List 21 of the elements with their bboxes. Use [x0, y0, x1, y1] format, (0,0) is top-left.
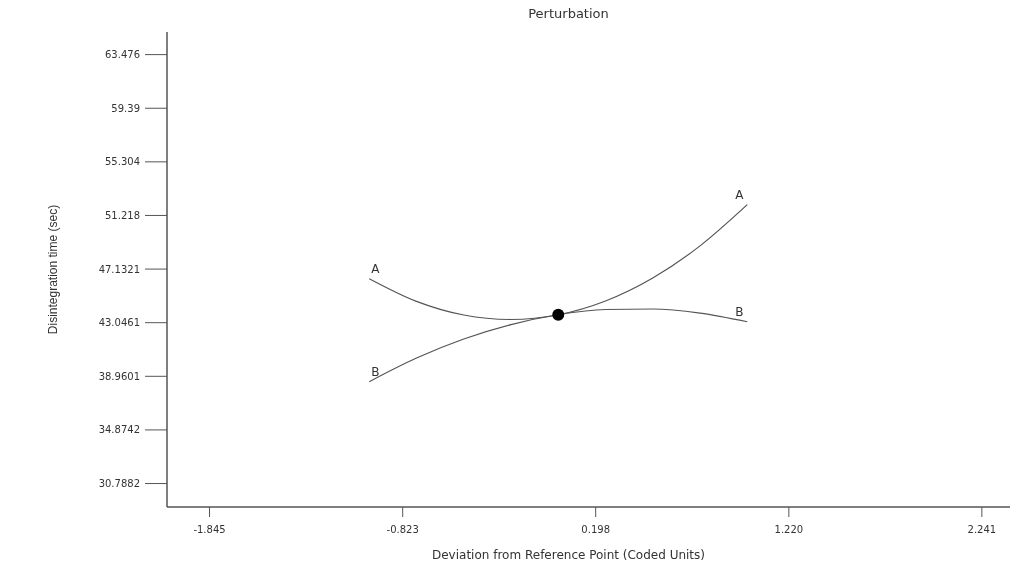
y-tick-label: 43.0461 [98, 317, 140, 329]
series-label: A [371, 261, 381, 276]
x-tick-label: -0.823 [386, 524, 419, 535]
y-tick-label: 34.8742 [98, 424, 140, 436]
y-tick-label: 47.1321 [98, 263, 140, 275]
y-tick-label: 55.304 [105, 156, 140, 168]
x-tick-label: -1.845 [193, 524, 226, 535]
y-tick-label: 30.7882 [98, 478, 140, 490]
x-tick-label: 0.198 [581, 524, 610, 535]
y-axis-title: Disintegration time (sec) [46, 204, 60, 335]
text: B [371, 364, 380, 379]
y-tick-label: 51.218 [105, 209, 140, 221]
chart-title: Perturbation [528, 6, 609, 21]
x-axis-title: Deviation from Reference Point (Coded Units) [432, 548, 705, 562]
y-tick-label: 59.39 [111, 102, 140, 114]
text: A [735, 187, 744, 202]
y-tick-label: 38.9601 [98, 370, 140, 382]
series-label: B [735, 304, 744, 319]
x-tick-label: 1.220 [774, 524, 804, 535]
x-tick-label: 2.241 [967, 524, 997, 535]
y-tick-label: 63.476 [105, 49, 140, 61]
